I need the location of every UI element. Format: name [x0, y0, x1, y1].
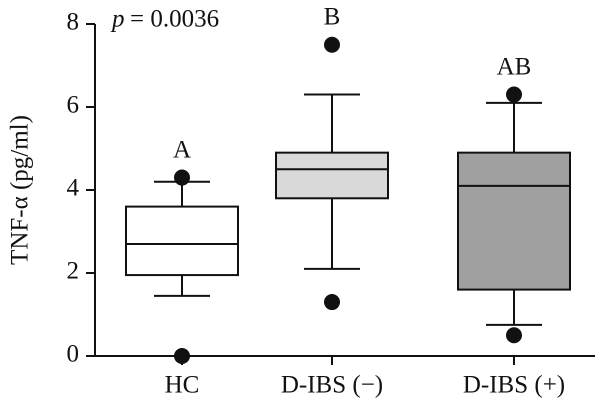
box — [457, 151, 571, 291]
group-label: AB — [497, 53, 532, 80]
group-label: A — [173, 136, 191, 163]
outlier — [506, 327, 522, 344]
box — [125, 205, 239, 277]
y-tick-label: 8 — [67, 9, 80, 36]
outlier — [324, 294, 340, 311]
y-tick-label: 0 — [67, 341, 80, 368]
outlier — [506, 86, 522, 103]
x-tick-label: D-IBS (−) — [281, 372, 383, 399]
y-axis-label: TNF-α (pg/ml) — [7, 115, 34, 265]
y-tick-label: 2 — [67, 258, 80, 285]
box — [275, 151, 389, 200]
group-label: B — [324, 3, 341, 30]
outlier — [324, 36, 340, 53]
outlier — [174, 169, 190, 186]
annotation-text: = 0.0036 — [130, 6, 219, 33]
annotation-symbol: p — [110, 6, 125, 33]
x-tick-label: HC — [165, 372, 200, 399]
y-tick-label: 6 — [67, 92, 80, 119]
x-tick-label: D-IBS (+) — [463, 372, 565, 399]
y-tick-label: 4 — [67, 175, 80, 202]
